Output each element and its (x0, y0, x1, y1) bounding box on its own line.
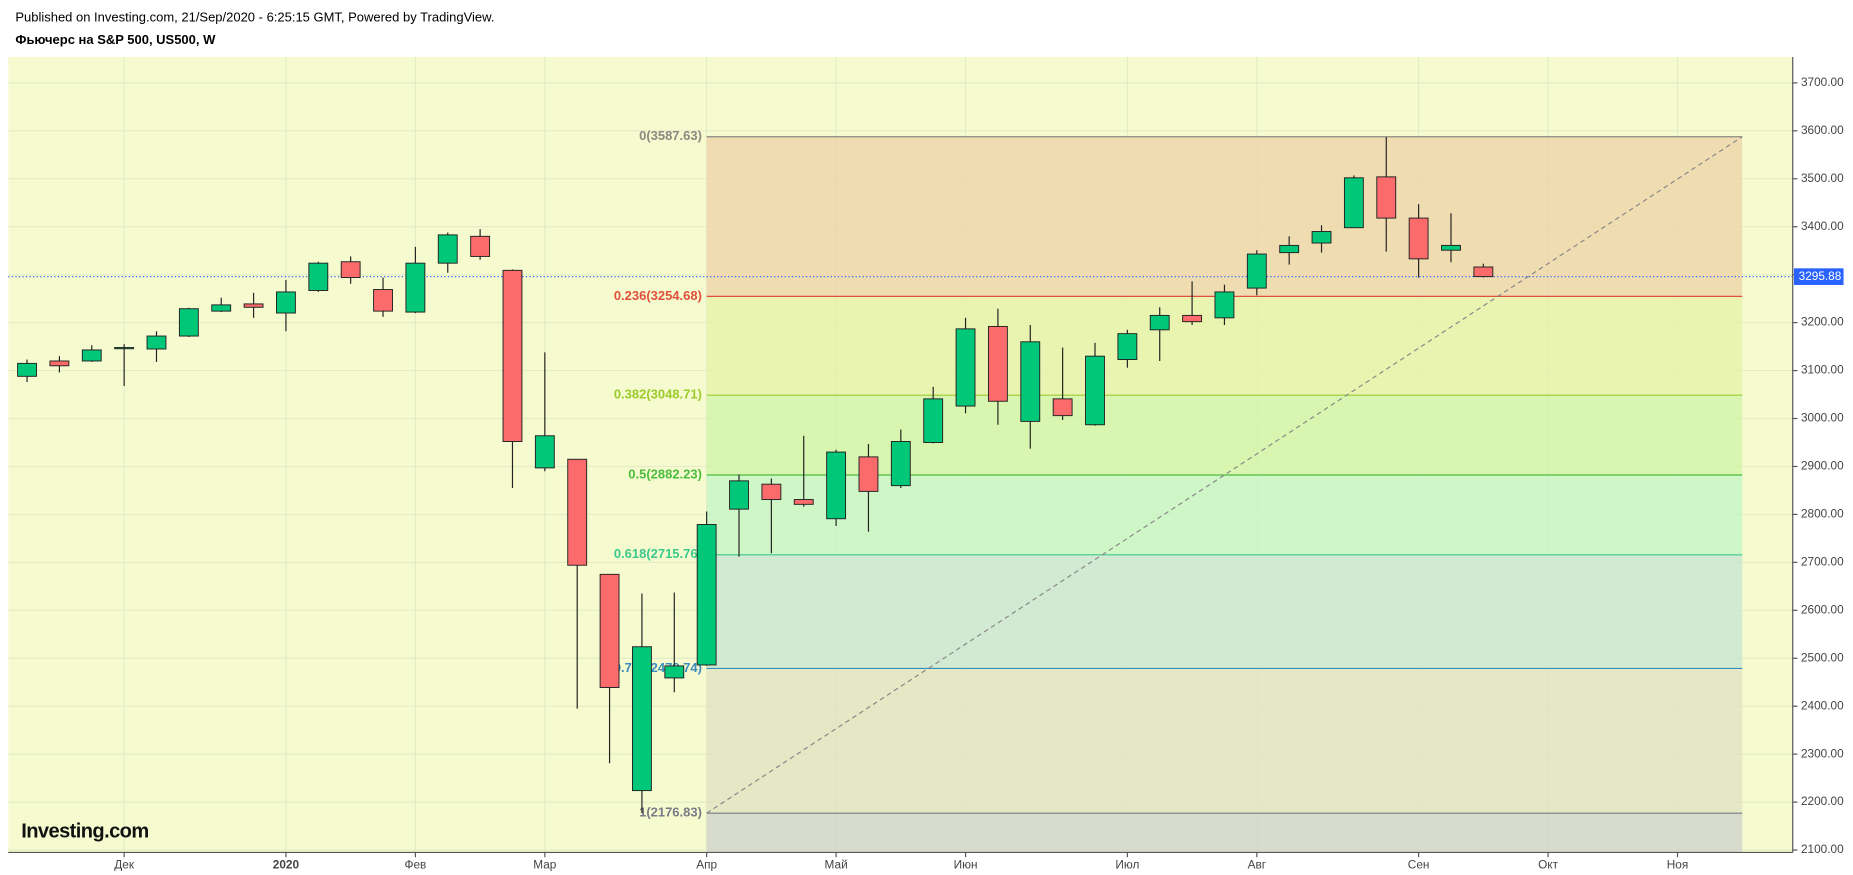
fib-label: 1(2176.83) (639, 805, 702, 820)
fib-label: 0(3587.63) (639, 128, 702, 143)
logo: Investing.com (21, 821, 148, 843)
candle-body (470, 235, 491, 257)
candle-body (49, 360, 70, 367)
candle-body (923, 398, 944, 443)
fib-band (706, 136, 1743, 297)
candle-body (276, 291, 296, 314)
candle-body (599, 573, 620, 688)
fibonacci: 0(3587.63) 0.236(3254.68) 0.382(3048.71) 0.… (614, 128, 1743, 853)
x-tick-label: Фев (404, 858, 426, 872)
y-tick-label: 3400.00 (1801, 219, 1844, 233)
candle-body (1473, 266, 1494, 278)
fib-label: 0.618(2715.76) (614, 546, 702, 561)
fib-band (706, 668, 1743, 814)
y-tick-label: 2200.00 (1801, 794, 1844, 808)
x-tick-label: 2020 (273, 858, 300, 872)
candle-body (1408, 217, 1429, 260)
candle-body (146, 335, 167, 350)
candle-body (243, 303, 264, 308)
x-tick-label: Окт (1538, 858, 1558, 872)
candles (8, 137, 1793, 814)
y-tick-label: 2500.00 (1801, 650, 1844, 664)
y-tick-label: 2800.00 (1801, 507, 1844, 521)
candle-body (1279, 244, 1300, 254)
x-tick-label: Ноя (1667, 858, 1688, 872)
candle-body (17, 362, 37, 377)
candle-body (178, 308, 199, 337)
candle-body (826, 451, 847, 520)
candle-body (81, 349, 102, 362)
candle-body (761, 483, 782, 501)
candle-body (1376, 176, 1397, 219)
candle-body (211, 304, 232, 312)
y-tick-label: 3500.00 (1801, 171, 1844, 185)
fib-band (706, 474, 1743, 555)
y-tick-label: 3200.00 (1801, 315, 1844, 329)
candle-body (340, 261, 361, 279)
x-tick-label: Авг (1248, 858, 1266, 872)
candle-body (1182, 314, 1203, 323)
candle-body (1441, 244, 1461, 251)
y-tick-label: 2100.00 (1801, 842, 1844, 856)
last-price-box (1793, 268, 1844, 285)
fib-trend (706, 136, 1743, 814)
y-tick-label: 3600.00 (1801, 123, 1844, 137)
fib-band (706, 813, 1743, 853)
fib-label: 0.5(2882.23) (628, 466, 702, 481)
x-tick-label: Мар (533, 858, 557, 872)
candle-body (955, 328, 976, 407)
axes: 2100.00 2200.00 2300.00 2400.00 2500.00 2600.… (8, 56, 1844, 872)
candle-body (793, 499, 814, 505)
candle-body (1085, 355, 1105, 426)
candle-body (534, 435, 555, 469)
candle-body (114, 347, 135, 350)
y-tick-label: 2700.00 (1801, 554, 1844, 568)
fib-band (706, 554, 1743, 669)
y-tick-label: 3100.00 (1801, 363, 1844, 377)
y-tick-label: 2900.00 (1801, 459, 1844, 473)
x-tick-label: Сен (1408, 858, 1430, 872)
candle-body (890, 441, 911, 487)
y-tick-label: 3700.00 (1801, 75, 1844, 89)
x-tick-label: Июл (1115, 858, 1139, 872)
candle-body (405, 262, 426, 313)
candle-body (437, 234, 458, 264)
candle-body (987, 325, 1008, 402)
candle-body (858, 456, 879, 492)
candle-body (664, 665, 685, 679)
fib-band (706, 395, 1743, 475)
y-tick-label: 2400.00 (1801, 698, 1844, 712)
x-tick-label: Апр (696, 858, 717, 872)
x-tick-label: Май (825, 858, 848, 872)
candle-body (1311, 231, 1332, 244)
candle-body (1214, 291, 1235, 319)
candle-body (502, 269, 523, 443)
x-tick-label: Июн (954, 858, 978, 872)
candle-body (567, 458, 588, 566)
candle-body (1117, 333, 1138, 361)
candle-body (1149, 314, 1170, 331)
last-price-label: 3295.88 (1799, 269, 1842, 283)
fib-label: 0.236(3254.68) (614, 288, 702, 303)
candle-body (696, 524, 717, 666)
y-tick-label: 3000.00 (1801, 411, 1844, 425)
fib-label: 0.382(3048.71) (614, 387, 702, 402)
y-tick-label: 2600.00 (1801, 602, 1844, 616)
y-tick-label: 2300.00 (1801, 746, 1844, 760)
x-tick-label: Дек (114, 858, 135, 872)
candle-body (308, 262, 329, 291)
fib-label: 0.786(2478.74) (614, 660, 702, 675)
header: Published on Investing.com, 21/Sep/2020 … (15, 9, 494, 24)
candle-body (729, 480, 749, 510)
candle-body (373, 289, 393, 312)
candle-body (631, 646, 652, 792)
candle-body (1246, 253, 1267, 289)
candle-body (1052, 398, 1073, 417)
candle-body (1020, 341, 1041, 422)
chart-title: Фьючерс на S&P 500, US500, W (15, 32, 216, 47)
candle-body (1343, 177, 1364, 229)
